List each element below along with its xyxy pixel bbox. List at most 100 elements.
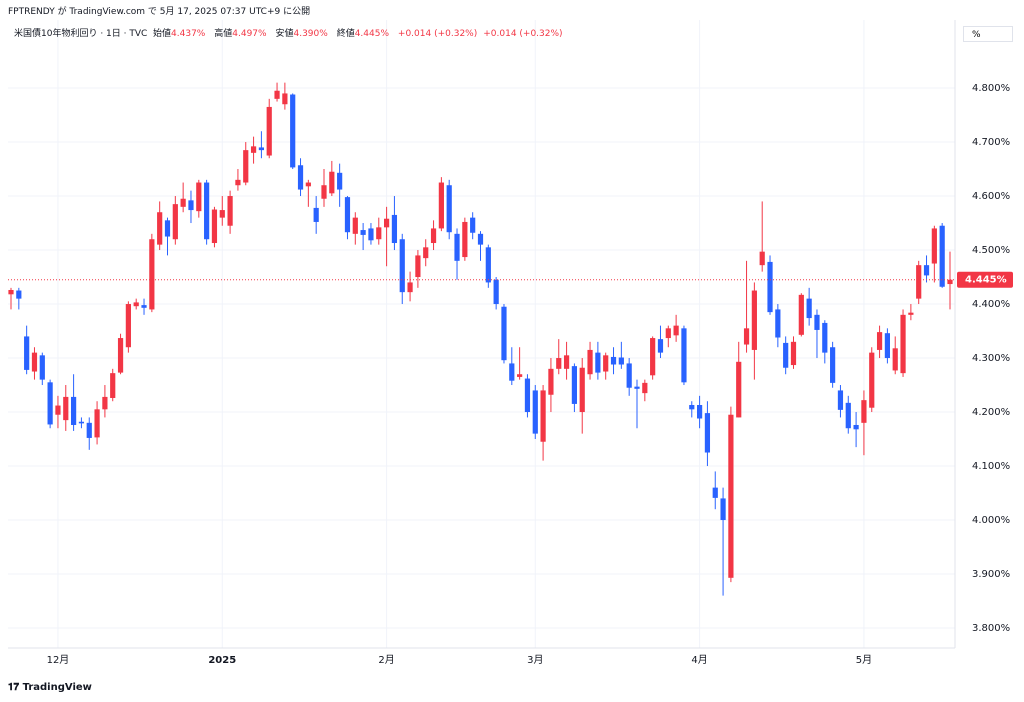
candle-body xyxy=(532,390,538,434)
brand-name: TradingView xyxy=(22,682,92,693)
candle-body xyxy=(141,305,147,308)
candle-body xyxy=(360,230,366,235)
candle-body xyxy=(728,414,734,578)
candle-body xyxy=(524,378,531,413)
symbol: 米国債10年物利回り · 1日 · TVC xyxy=(14,29,148,39)
candle-body xyxy=(822,322,828,353)
candle-body xyxy=(548,368,554,395)
candle-body xyxy=(235,179,241,186)
candle-body xyxy=(125,304,131,348)
candle-body xyxy=(117,338,124,373)
y-tick-label: 4.000% xyxy=(972,515,1010,526)
candle-body xyxy=(321,185,327,199)
candle-body xyxy=(783,342,789,368)
candle-body xyxy=(830,347,836,383)
unit-button[interactable]: % xyxy=(963,26,1013,42)
candle-body xyxy=(493,279,499,305)
candle-body xyxy=(751,290,757,350)
high-value: 4.497% xyxy=(232,29,267,39)
candle-body xyxy=(8,289,14,295)
x-tick-label: 4月 xyxy=(691,654,707,666)
candle-body xyxy=(681,328,687,383)
candle-body xyxy=(540,390,546,442)
candle-body xyxy=(164,220,171,237)
close-value: 4.445% xyxy=(354,29,390,39)
candle-body xyxy=(477,233,484,245)
open-value: 4.437% xyxy=(171,29,206,39)
candle-body xyxy=(243,150,249,183)
candle-body xyxy=(892,348,898,371)
candle-body xyxy=(814,314,820,330)
open-name: 始値 xyxy=(153,29,172,39)
candle-body xyxy=(258,147,264,151)
candle-body xyxy=(947,279,953,285)
x-tick-label: 12月 xyxy=(47,654,70,666)
candle-body xyxy=(689,405,695,410)
candle-body xyxy=(399,239,405,293)
candle-body xyxy=(657,339,664,353)
y-tick-label: 3.900% xyxy=(972,569,1010,580)
candle-body xyxy=(219,210,225,218)
candle-body xyxy=(923,265,930,276)
brand: 𝟏𝟕 TradingView xyxy=(8,682,92,693)
candle-body xyxy=(172,204,178,240)
x-tick-label: 3月 xyxy=(527,654,543,666)
y-tick-label: 3.800% xyxy=(972,623,1010,634)
candle-body xyxy=(337,172,343,190)
candle-body xyxy=(720,498,726,521)
candle-body xyxy=(642,382,648,394)
candle-body xyxy=(869,352,875,408)
candle-body xyxy=(650,338,656,376)
candle-body xyxy=(376,227,382,240)
candle-body xyxy=(908,312,914,315)
candle-body xyxy=(352,217,358,234)
candle-body xyxy=(563,355,570,369)
candle-body xyxy=(297,165,304,190)
candle-body xyxy=(47,382,53,425)
candle-body xyxy=(94,409,100,438)
last-price-tag xyxy=(957,271,1013,288)
candle-body xyxy=(462,221,468,258)
candle-body xyxy=(266,106,272,156)
candle-body xyxy=(344,197,351,233)
candle-body xyxy=(767,261,773,313)
close-name: 終値 xyxy=(336,29,355,39)
candle-body xyxy=(861,400,867,423)
candle-body xyxy=(916,265,922,299)
candle-body xyxy=(876,332,883,350)
candle-body xyxy=(712,487,718,498)
candle-body xyxy=(313,207,319,222)
y-tick-label: 4.600% xyxy=(972,191,1010,202)
candle-body xyxy=(305,182,311,187)
candle-body xyxy=(55,405,61,415)
candle-body xyxy=(704,413,711,453)
y-tick-label: 4.700% xyxy=(972,137,1010,148)
candle-body xyxy=(407,282,413,293)
logo: 𝟏𝟕 xyxy=(8,682,23,693)
candle-body xyxy=(697,405,703,419)
high-name: 高値 xyxy=(214,29,233,39)
candle-body xyxy=(430,228,437,244)
candle-body xyxy=(454,233,460,261)
candle-body xyxy=(149,239,155,310)
candle-body xyxy=(157,212,163,245)
candle-body xyxy=(790,341,797,366)
candle-body xyxy=(939,225,945,287)
plot-background xyxy=(8,20,955,648)
candle-body xyxy=(110,373,116,398)
last-price-label: 4.445% xyxy=(965,275,1007,286)
published-note: FPTRENDY が TradingView.com で 5月 17, 2025… xyxy=(8,7,311,17)
candle-body xyxy=(290,94,296,168)
x-tick-label: 5月 xyxy=(856,654,872,666)
candle-body xyxy=(78,421,85,424)
candle-body xyxy=(501,306,507,361)
y-tick-label: 4.400% xyxy=(972,299,1010,310)
candle-body xyxy=(775,309,781,338)
legend: 米国債10年物利回り · 1日 · TVC 始値4.437% 高値4.497% … xyxy=(14,26,569,39)
y-tick-label: 4.200% xyxy=(972,407,1010,418)
candle-body xyxy=(931,228,937,264)
candle-body xyxy=(250,146,257,153)
candle-body xyxy=(329,171,335,194)
candle-body xyxy=(900,314,906,374)
